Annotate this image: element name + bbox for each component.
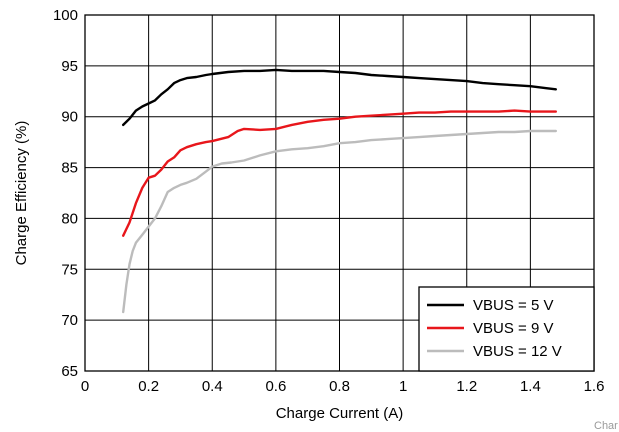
x-tick-labels: 0 0.2 0.4 0.6 0.8 1 1.2 1.4 1.6 xyxy=(81,378,605,395)
y-tick-label-3: 80 xyxy=(61,210,78,227)
y-tick-label-6: 95 xyxy=(61,58,78,75)
x-tick-label-8: 1.6 xyxy=(584,378,605,395)
y-tick-labels: 65 70 75 80 85 90 95 100 xyxy=(53,7,78,380)
y-tick-label-2: 75 xyxy=(61,261,78,278)
y-tick-label-7: 100 xyxy=(53,7,78,24)
x-tick-label-6: 1.2 xyxy=(456,378,477,395)
series-line-2 xyxy=(121,129,557,314)
x-tick-label-7: 1.4 xyxy=(520,378,541,395)
x-tick-label-1: 0.2 xyxy=(138,378,159,395)
x-tick-label-3: 0.6 xyxy=(265,378,286,395)
x-tick-label-2: 0.4 xyxy=(202,378,223,395)
x-tick-label-0: 0 xyxy=(81,378,89,395)
series-line-0 xyxy=(121,68,557,127)
y-tick-label-5: 90 xyxy=(61,109,78,126)
legend-label-2: VBUS = 12 V xyxy=(473,343,562,360)
series-lines xyxy=(121,68,557,314)
watermark-text: Char xyxy=(594,420,618,432)
legend-label-1: VBUS = 9 V xyxy=(473,320,553,337)
y-axis-title: Charge Efficiency (%) xyxy=(13,121,30,266)
y-tick-label-0: 65 xyxy=(61,363,78,380)
series-line-1 xyxy=(121,109,557,237)
legend: VBUS = 5 V VBUS = 9 V VBUS = 12 V xyxy=(418,286,595,372)
plot-frame xyxy=(84,14,595,372)
x-axis-title: Charge Current (A) xyxy=(276,405,404,422)
y-tick-label-1: 70 xyxy=(61,312,78,329)
x-tick-label-4: 0.8 xyxy=(329,378,350,395)
legend-label-0: VBUS = 5 V xyxy=(473,297,553,314)
x-tick-label-5: 1 xyxy=(399,378,407,395)
y-tick-label-4: 85 xyxy=(61,160,78,177)
